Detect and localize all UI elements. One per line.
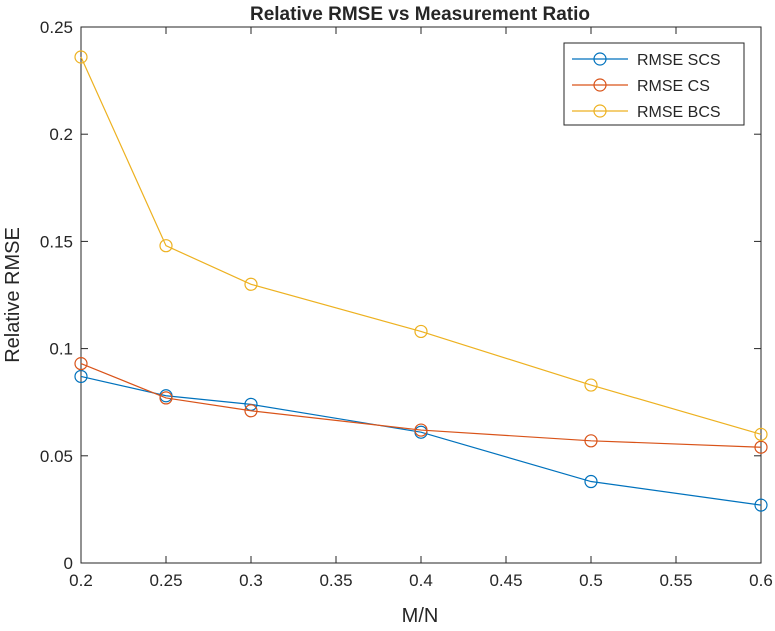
- data-point: [584, 434, 598, 448]
- data-point: [74, 369, 88, 384]
- legend-marker: [593, 104, 607, 118]
- data-point: [244, 404, 258, 418]
- data-point: [754, 440, 768, 454]
- data-point: [159, 391, 173, 405]
- data-point: [754, 498, 768, 512]
- x-tick-label: 0.3: [239, 571, 263, 590]
- series-line: [80, 56, 762, 435]
- x-tick-label: 0.35: [319, 571, 352, 590]
- x-tick-label: 0.4: [409, 571, 433, 590]
- y-tick-label: 0.15: [40, 232, 73, 251]
- y-tick-label: 0.25: [40, 18, 73, 37]
- x-tick-label: 0.55: [659, 571, 692, 590]
- x-tick-label: 0.45: [489, 571, 522, 590]
- legend-marker: [593, 52, 607, 66]
- data-point: [244, 277, 258, 291]
- legend-label: RMSE BCS: [637, 104, 721, 121]
- legend-label: RMSE SCS: [637, 52, 721, 69]
- x-axis-label: M/N: [402, 605, 439, 626]
- x-tick-label: 0.25: [149, 571, 182, 590]
- data-point: [159, 239, 173, 253]
- data-point: [74, 50, 88, 64]
- chart-title: Relative RMSE vs Measurement Ratio: [250, 4, 590, 25]
- x-tick-label: 0.5: [579, 571, 603, 590]
- data-point: [584, 474, 598, 489]
- data-point: [584, 378, 598, 392]
- data-point: [414, 324, 428, 339]
- data-point: [414, 423, 428, 437]
- x-tick-label: 0.6: [749, 571, 773, 590]
- legend-marker: [593, 78, 607, 92]
- y-tick-label: 0.05: [40, 447, 73, 466]
- data-point: [754, 427, 768, 441]
- legend: RMSE SCS RMSE CS RMSE BCS: [563, 42, 745, 126]
- series-line: [80, 363, 762, 448]
- y-tick-label: 0: [64, 554, 73, 573]
- x-tick-label: 0.2: [69, 571, 93, 590]
- y-axis-label: Relative RMSE: [2, 227, 24, 363]
- y-tick-label: 0.2: [49, 125, 73, 144]
- data-point: [74, 357, 88, 371]
- legend-label: RMSE CS: [637, 78, 710, 95]
- y-tick-label: 0.1: [49, 340, 73, 359]
